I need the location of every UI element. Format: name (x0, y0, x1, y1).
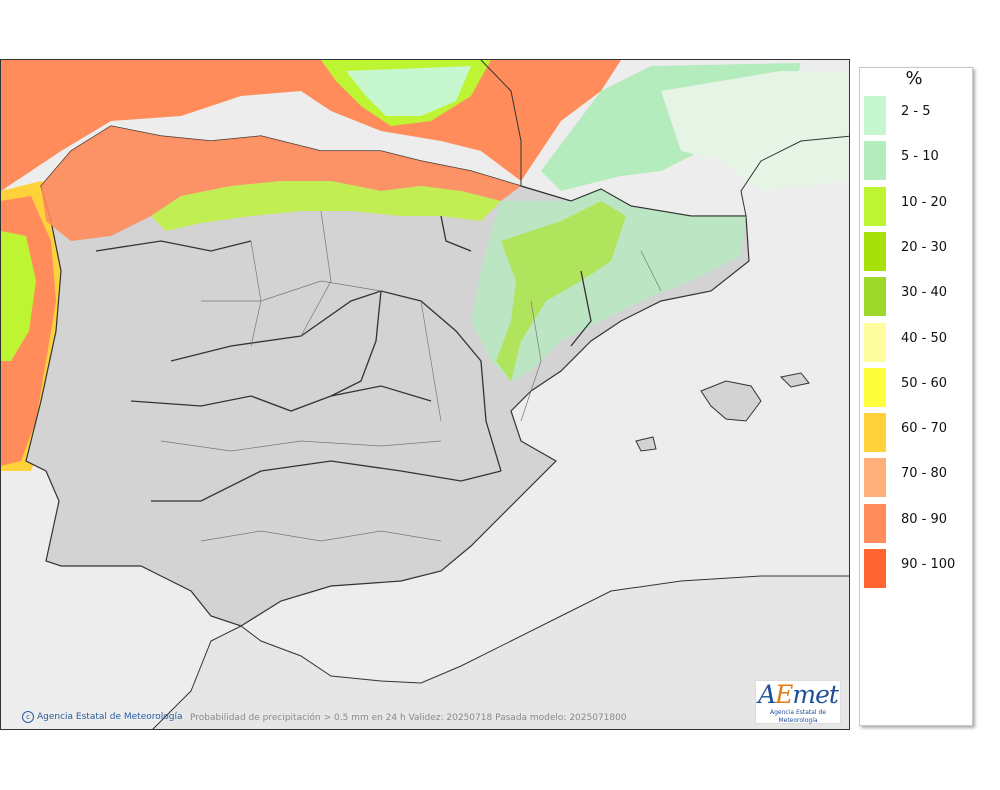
precip-zone-cantabrian (41, 126, 521, 241)
legend-item: 40 - 50 (864, 321, 970, 363)
legend-item: 2 - 5 (864, 94, 970, 136)
legend-label: 20 - 30 (901, 239, 948, 255)
legend-swatch (864, 96, 886, 135)
ibiza (635, 436, 657, 452)
legend-label: 10 - 20 (901, 194, 948, 210)
precip-zone-france-light (661, 71, 849, 191)
copyright-icon: c (22, 711, 34, 723)
legend-swatch (864, 503, 886, 543)
legend-swatch (864, 549, 886, 588)
legend-label: 50 - 60 (901, 375, 948, 391)
france-coast (480, 60, 849, 217)
credit-line: c Agencia Estatal de Meteorología (22, 711, 183, 723)
legend-swatch (864, 186, 886, 226)
legend-label: 60 - 70 (901, 421, 948, 437)
legend-item: 60 - 70 (864, 411, 970, 453)
mallorca (700, 380, 762, 422)
legend-item: 20 - 30 (864, 230, 970, 272)
credit-text: Agencia Estatal de Meteorología (37, 712, 183, 722)
legend-item: 90 - 100 (864, 547, 970, 589)
menorca (779, 372, 810, 388)
legend-item: 70 - 80 (864, 456, 970, 498)
legend-label: 2 - 5 (901, 104, 931, 119)
map-frame (0, 59, 850, 730)
legend-label: 40 - 50 (901, 330, 948, 346)
legend-panel: % 2 - 5 5 - 10 10 - 20 20 - 30 30 - 40 40 - 5… (859, 67, 973, 726)
precip-zone-iberian-range (496, 201, 626, 381)
logo-subtitle: Agencia Estatal de Meteorología (769, 709, 826, 724)
region-borders (95, 215, 592, 502)
legend-item: 80 - 90 (864, 502, 970, 544)
legend-item: 5 - 10 (864, 139, 970, 181)
legend-swatch (864, 367, 886, 407)
legend-label: 80 - 90 (901, 511, 948, 527)
legend-swatch (864, 141, 886, 181)
province-borders (160, 210, 662, 542)
logo-mark: AEmet (758, 680, 839, 709)
aemet-logo: AEmet Agencia Estatal de Meteorología (755, 680, 841, 724)
map-caption: Probabilidad de precipitación > 0.5 mm e… (190, 713, 627, 723)
legend-item: 50 - 60 (864, 366, 970, 408)
legend-swatch (864, 277, 886, 317)
legend-label: 5 - 10 (901, 149, 939, 165)
map-canvas (1, 60, 849, 729)
precip-zone-cantabrian-green (151, 181, 501, 231)
legend-unit: % (905, 68, 923, 89)
legend-label: 30 - 40 (901, 285, 948, 301)
legend-swatch (864, 231, 886, 271)
legend-label: 70 - 80 (901, 466, 948, 482)
precip-zone-atlantic-west-green (1, 231, 36, 361)
precip-zone-biscay-pale (346, 66, 471, 116)
legend-swatch (864, 413, 886, 453)
legend-swatch (864, 322, 886, 362)
legend-item: 30 - 40 (864, 275, 970, 317)
legend-swatch (864, 458, 886, 498)
legend-label: 90 - 100 (901, 557, 956, 572)
legend-item: 10 - 20 (864, 185, 970, 227)
north-africa-land (152, 575, 849, 729)
